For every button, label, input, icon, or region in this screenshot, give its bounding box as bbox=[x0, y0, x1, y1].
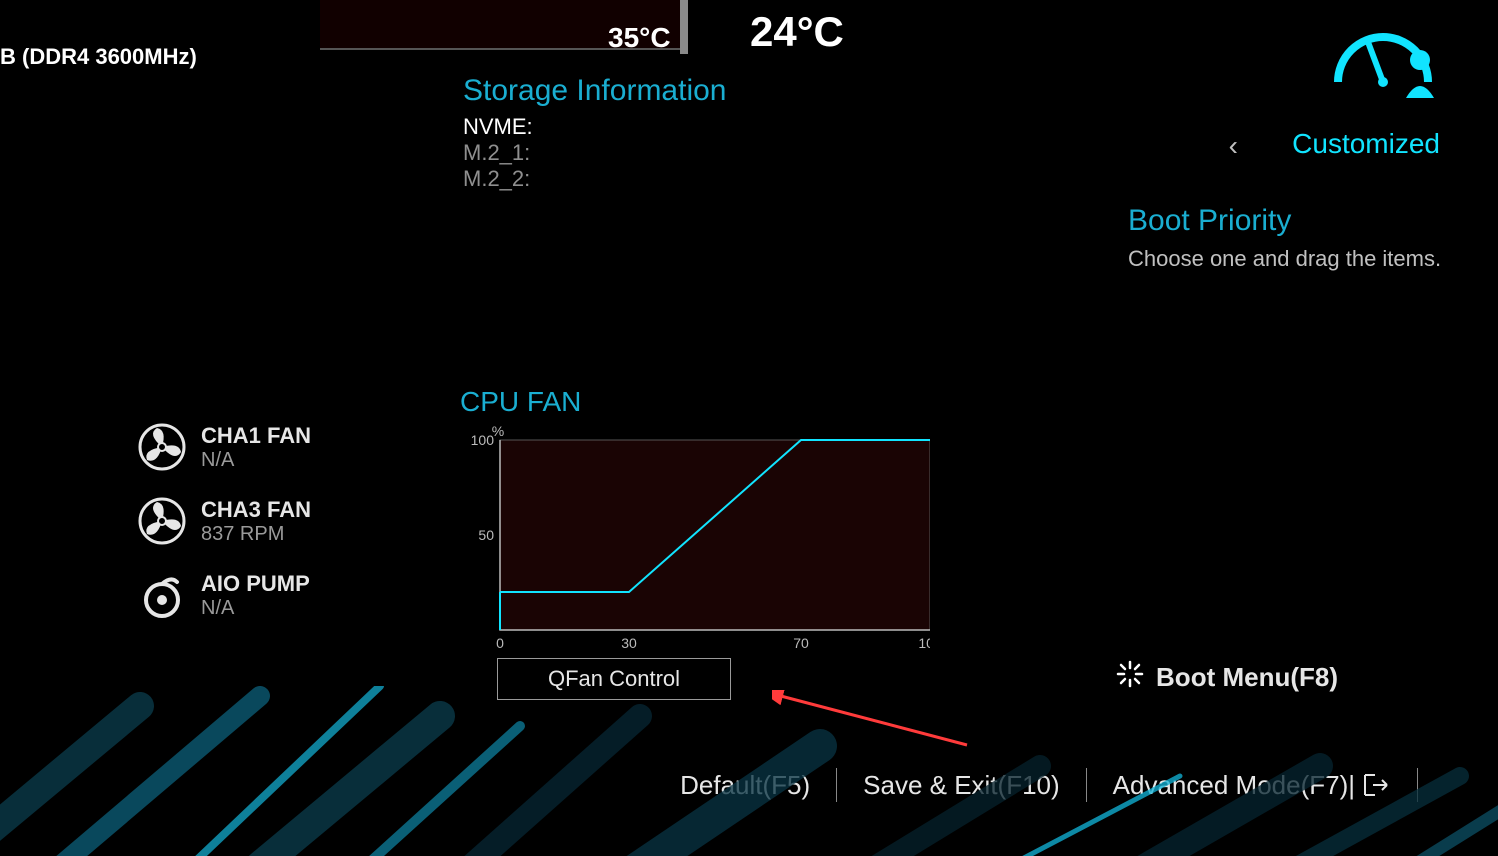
fan-item[interactable]: CHA3 FAN837 RPM bbox=[135, 494, 311, 548]
storage-information-section: Storage Information NVME: M.2_1: M.2_2: bbox=[463, 74, 726, 192]
storage-information-title: Storage Information bbox=[463, 74, 726, 108]
default-button[interactable]: Default(F5) bbox=[680, 770, 810, 801]
boot-priority-hint: Choose one and drag the items. bbox=[1128, 246, 1498, 272]
qfan-control-button[interactable]: QFan Control bbox=[497, 658, 731, 700]
fan-item[interactable]: AIO PUMPN/A bbox=[135, 568, 311, 622]
boot-priority-section: Boot Priority Choose one and drag the it… bbox=[1128, 204, 1498, 272]
svg-text:%: % bbox=[492, 423, 504, 439]
annotation-arrow bbox=[772, 690, 972, 750]
default-button-label: Default(F5) bbox=[680, 770, 810, 801]
motherboard-temperature-value: 24°C bbox=[750, 8, 844, 56]
fan-icon bbox=[135, 494, 189, 548]
memory-info: B (DDR4 3600MHz) bbox=[0, 44, 197, 70]
boot-menu-button[interactable]: Boot Menu(F8) bbox=[1116, 660, 1338, 695]
storage-row-nvme: NVME: bbox=[463, 114, 726, 140]
fan-name: AIO PUMP bbox=[201, 571, 310, 597]
thermometer-icon bbox=[680, 0, 688, 54]
fan-name: CHA1 FAN bbox=[201, 423, 311, 449]
fan-icon bbox=[135, 420, 189, 474]
save-exit-button-label: Save & Exit(F10) bbox=[863, 770, 1060, 801]
fan-name: CHA3 FAN bbox=[201, 497, 311, 523]
mode-prev-arrow[interactable]: ‹ bbox=[1229, 130, 1238, 162]
cpu-fan-chart-title: CPU FAN bbox=[460, 386, 930, 418]
boot-menu-icon bbox=[1116, 660, 1144, 695]
storage-row-m2-1: M.2_1: bbox=[463, 140, 726, 166]
storage-row-m2-2: M.2_2: bbox=[463, 166, 726, 192]
fan-value: N/A bbox=[201, 597, 310, 620]
mode-label[interactable]: Customized bbox=[1292, 128, 1440, 160]
cpu-fan-chart[interactable]: 50100%03070100°C bbox=[460, 420, 930, 650]
advanced-mode-label: Advanced Mode(F7)| bbox=[1113, 770, 1355, 801]
fan-list: CHA1 FANN/ACHA3 FAN837 RPMAIO PUMPN/A bbox=[135, 420, 311, 642]
fan-value: 837 RPM bbox=[201, 523, 311, 546]
boot-priority-title: Boot Priority bbox=[1128, 204, 1498, 238]
boot-menu-label: Boot Menu(F8) bbox=[1156, 662, 1338, 693]
save-exit-button[interactable]: Save & Exit(F10) bbox=[863, 770, 1060, 801]
separator bbox=[1417, 768, 1418, 802]
bottom-action-bar: Default(F5) Save & Exit(F10) Advanced Mo… bbox=[0, 760, 1498, 810]
cpu-temperature-value: 35°C bbox=[608, 22, 671, 54]
fan-value: N/A bbox=[201, 449, 311, 472]
pump-icon bbox=[135, 568, 189, 622]
fan-item[interactable]: CHA1 FANN/A bbox=[135, 420, 311, 474]
mode-gauge-icon[interactable] bbox=[1328, 12, 1438, 102]
svg-text:100: 100 bbox=[918, 635, 930, 650]
svg-text:100: 100 bbox=[471, 432, 495, 448]
separator bbox=[1086, 768, 1087, 802]
svg-text:50: 50 bbox=[478, 527, 494, 543]
cpu-fan-chart-section: CPU FAN 50100%03070100°C bbox=[460, 386, 930, 650]
svg-text:70: 70 bbox=[793, 635, 809, 650]
exit-right-icon bbox=[1363, 773, 1391, 797]
advanced-mode-button[interactable]: Advanced Mode(F7)| bbox=[1113, 770, 1391, 801]
separator bbox=[836, 768, 837, 802]
svg-text:0: 0 bbox=[496, 635, 504, 650]
svg-text:30: 30 bbox=[621, 635, 637, 650]
